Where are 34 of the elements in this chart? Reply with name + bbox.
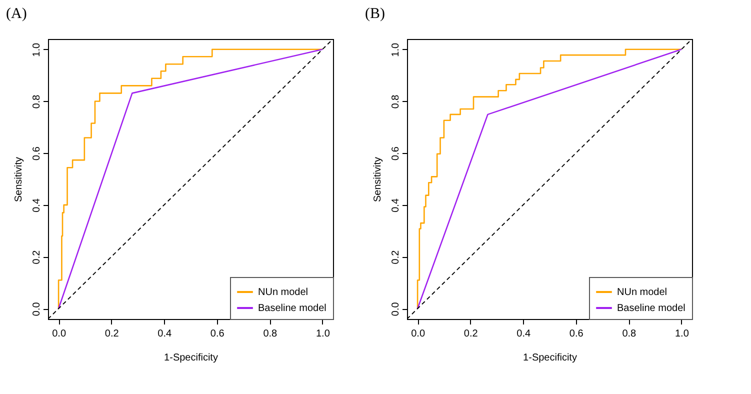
x-tick-label: 1.0 <box>316 328 330 340</box>
y-tick-label: 0.8 <box>390 94 402 109</box>
legend-label: NUn model <box>258 287 308 298</box>
y-tick-label: 0.4 <box>390 198 402 212</box>
x-tick-label: 0.2 <box>464 328 478 340</box>
x-axis-title: 1-Specificity <box>523 352 577 364</box>
y-tick-label: 0.4 <box>32 198 42 212</box>
x-tick-label: 1.0 <box>674 328 690 340</box>
x-tick-label: 0.8 <box>263 328 278 340</box>
x-tick-label: 0.6 <box>569 328 584 340</box>
x-tick-label: 0.4 <box>158 328 172 340</box>
y-tick-label: 0.0 <box>390 302 402 316</box>
y-tick-label: 0.2 <box>32 250 42 264</box>
y-tick-label: 0.6 <box>390 146 402 161</box>
y-tick-label: 0.8 <box>32 94 42 109</box>
x-tick-label: 0.4 <box>516 328 531 340</box>
chart-title: (B) <box>365 6 385 22</box>
y-tick-label: 0.2 <box>390 250 402 264</box>
y-axis-title: Sensitivity <box>372 156 384 202</box>
x-tick-label: 0.6 <box>210 328 225 340</box>
y-tick-label: 0.6 <box>32 146 42 161</box>
y-tick-label: 1.0 <box>32 42 42 57</box>
legend-label: Baseline model <box>617 303 686 314</box>
x-tick-label: 0.0 <box>52 328 66 340</box>
y-axis-title: Sensitivity <box>14 156 24 202</box>
x-tick-label: 0.2 <box>104 328 120 340</box>
chart-title: (A) <box>6 6 27 22</box>
legend-label: NUn model <box>617 287 668 298</box>
y-tick-label: 0.0 <box>32 302 42 316</box>
x-tick-label: 0.0 <box>411 328 426 340</box>
x-tick-label: 0.8 <box>622 328 637 340</box>
y-tick-label: 1.0 <box>390 42 402 57</box>
x-axis-title: 1-Specificity <box>164 352 218 364</box>
legend-label: Baseline model <box>258 303 326 314</box>
